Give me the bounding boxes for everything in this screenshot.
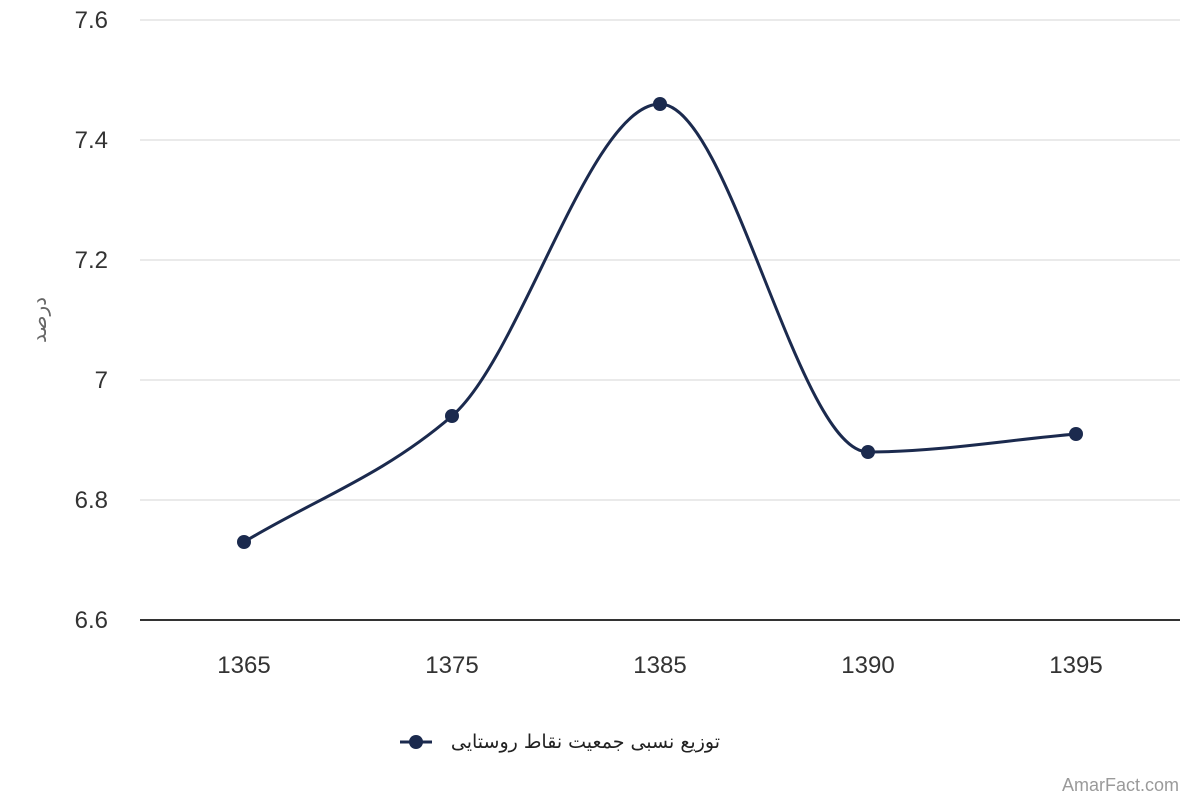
x-tick-label: 1385 <box>633 652 686 679</box>
y-tick-label: 7.2 <box>75 247 108 274</box>
data-point <box>445 409 459 423</box>
y-tick-label: 6.8 <box>75 487 108 514</box>
data-point <box>1069 427 1083 441</box>
y-axis-label: درصد <box>27 297 51 343</box>
x-tick-label: 1365 <box>217 652 270 679</box>
y-tick-label: 7 <box>95 367 108 394</box>
data-point <box>653 97 667 111</box>
legend[interactable]: توزیع نسبی جمعیت نقاط روستایی <box>400 731 720 753</box>
series-line <box>243 102 1077 544</box>
data-point <box>237 535 251 549</box>
x-tick-label: 1375 <box>425 652 478 679</box>
series-group <box>237 97 1083 549</box>
x-tick-labels: 1365 1375 1385 1390 1395 <box>217 652 1102 679</box>
x-tick-label: 1390 <box>841 652 894 679</box>
data-point <box>861 445 875 459</box>
y-tick-label: 7.6 <box>75 7 108 34</box>
y-tick-label: 7.4 <box>75 127 108 154</box>
legend-point-marker <box>409 735 423 749</box>
x-tick-label: 1395 <box>1049 652 1102 679</box>
y-tick-label: 6.6 <box>75 607 108 634</box>
legend-label: توزیع نسبی جمعیت نقاط روستایی <box>451 731 720 753</box>
y-tick-labels: 6.6 6.8 7 7.2 7.4 7.6 <box>75 7 108 634</box>
credit-text[interactable]: AmarFact.com <box>1062 775 1179 795</box>
gridlines <box>140 19 1180 501</box>
